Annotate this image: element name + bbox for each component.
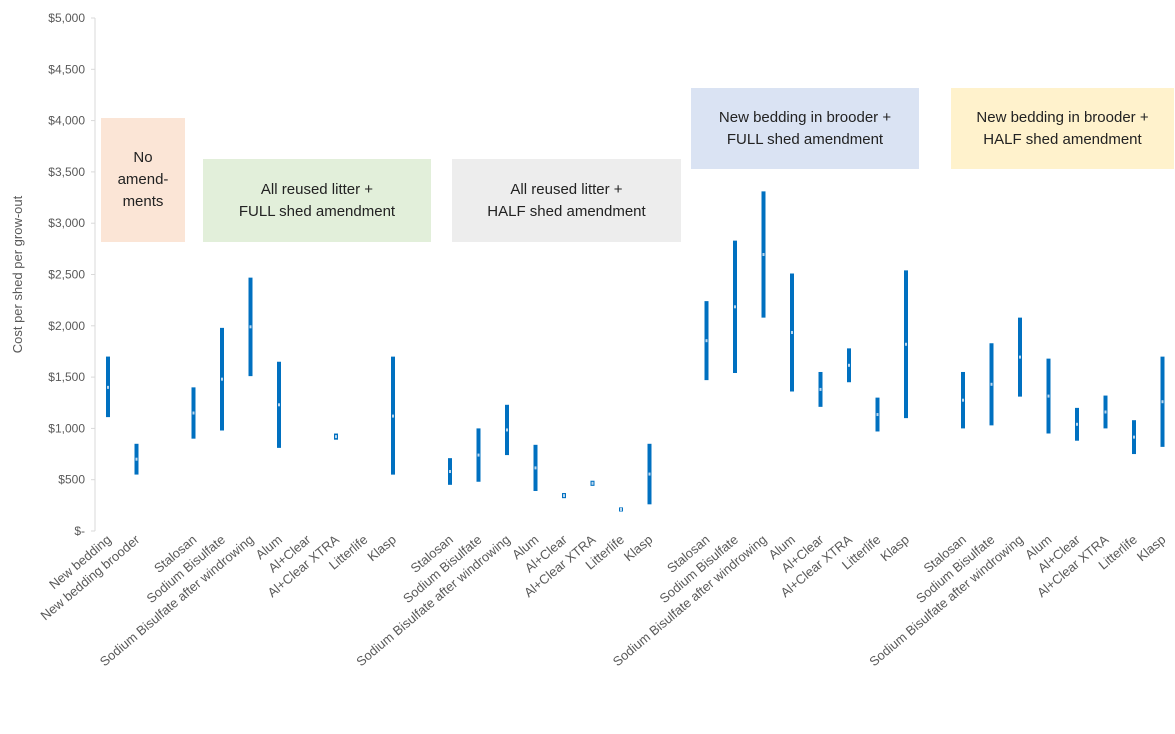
x-tick-label: Klasp — [877, 532, 912, 564]
y-axis-title: Cost per shed per grow-out — [10, 195, 25, 353]
y-tick-label: $1,500 — [48, 370, 85, 384]
y-tick-label: $1,000 — [48, 421, 85, 435]
group-label-box: All reused litter + HALF shed amendment — [452, 159, 681, 242]
y-tick-label: $3,000 — [48, 216, 85, 230]
y-tick-label: $4,500 — [48, 62, 85, 76]
x-tick-label: Klasp — [621, 532, 656, 564]
y-tick-label: $2,500 — [48, 268, 85, 282]
group-label-box: No amend- ments — [101, 118, 185, 242]
group-label-box: New bedding in brooder + FULL shed amend… — [691, 88, 919, 169]
group-label-box: All reused litter + FULL shed amendment — [203, 159, 431, 242]
group-label-box: New bedding in brooder + HALF shed amend… — [951, 88, 1174, 169]
y-tick-label: $- — [74, 524, 85, 538]
y-tick-label: $4,000 — [48, 114, 85, 128]
y-tick-label: $2,000 — [48, 319, 85, 333]
y-tick-label: $500 — [58, 473, 85, 487]
x-tick-label: Klasp — [364, 532, 399, 564]
y-tick-label: $3,500 — [48, 165, 85, 179]
y-tick-label: $5,000 — [48, 11, 85, 25]
x-tick-label: Klasp — [1134, 532, 1169, 564]
